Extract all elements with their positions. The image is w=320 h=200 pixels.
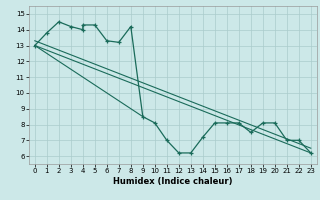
X-axis label: Humidex (Indice chaleur): Humidex (Indice chaleur) [113,177,233,186]
